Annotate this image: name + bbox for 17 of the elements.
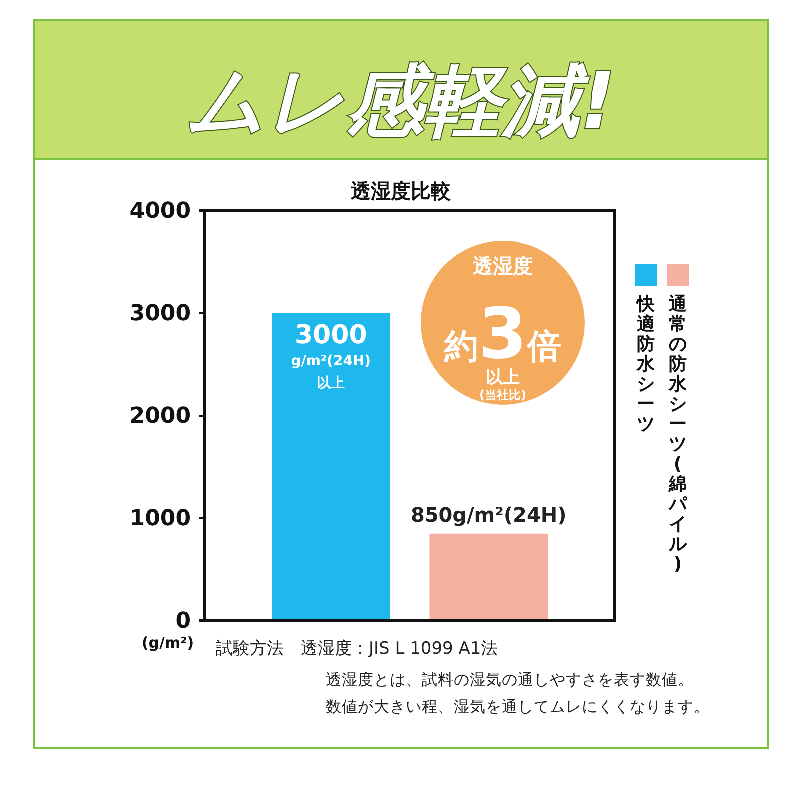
y-tick-label: 1000 (130, 506, 191, 532)
y-tick-label: 3000 (130, 302, 191, 327)
data-label: 850g/m²(24H) (410, 502, 567, 527)
annotation: (当社比) (480, 388, 526, 402)
text: 試験方法 透湿度：JIS L 1099 A1法 (216, 639, 498, 659)
annotation: 透湿度 (472, 254, 533, 278)
chart-title: ムレ感軽減! (186, 57, 616, 147)
legend-label: 快適防水シーツ (636, 294, 656, 435)
text: 数値が大きい程、湿気を通してムレにくくなります。 (326, 698, 710, 716)
chart-subtitle: 透湿度比較 (350, 179, 452, 203)
text: 透湿度とは、試料の湿気の通しやすさを表す数値。 (326, 671, 694, 689)
y-axis-title: (g/m²) (142, 634, 194, 652)
y-tick-label: 2000 (130, 404, 191, 430)
y-tick-label: 4000 (130, 199, 191, 224)
data-label: 3000 g/m²(24H) 以上 (291, 320, 372, 392)
text: 通常の防水シーツ(綿パイル) (669, 294, 687, 575)
y-tick-label: 0 (176, 609, 191, 634)
